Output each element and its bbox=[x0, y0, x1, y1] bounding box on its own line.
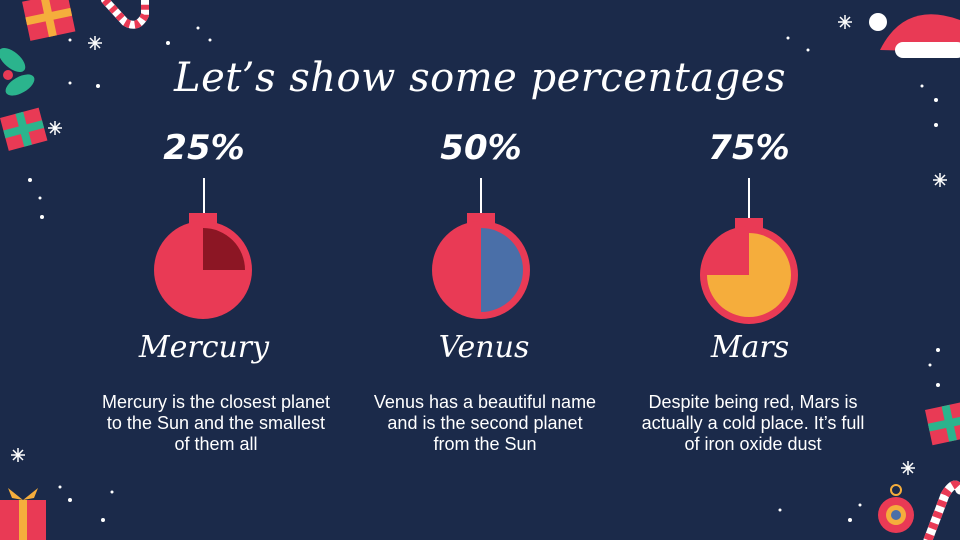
pie-slice-mercury bbox=[203, 228, 245, 270]
santa-hat-icon bbox=[869, 13, 960, 58]
description-mars: Despite being red, Mars is actually a co… bbox=[641, 392, 865, 454]
ornament-icon bbox=[878, 484, 914, 533]
planet-name-venus: Venus bbox=[438, 330, 530, 365]
percent-label-mars: 75% bbox=[708, 128, 790, 168]
percent-label-venus: 50% bbox=[440, 128, 522, 168]
star-icon bbox=[28, 26, 940, 522]
slide-title: Let’s show some percentages bbox=[174, 55, 786, 101]
snowflake-icon bbox=[11, 15, 947, 475]
candy-cane-icon bbox=[923, 480, 960, 540]
gift-icon bbox=[0, 107, 48, 151]
ornament-string-venus bbox=[480, 178, 482, 218]
gift-icon bbox=[0, 488, 46, 540]
gift-icon bbox=[22, 0, 76, 41]
holly-icon bbox=[0, 48, 35, 96]
pie-slice-mars bbox=[707, 233, 791, 317]
percent-label-mercury: 25% bbox=[163, 128, 245, 168]
description-mercury: Mercury is the closest planet to the Sun… bbox=[101, 392, 331, 454]
description-venus: Venus has a beautiful name and is the se… bbox=[373, 392, 597, 454]
ornament-string-mars bbox=[748, 178, 750, 218]
candy-cane-icon bbox=[101, 0, 149, 29]
planet-name-mars: Mars bbox=[710, 330, 790, 365]
gift-icon bbox=[925, 401, 960, 446]
ornament-string-mercury bbox=[203, 178, 205, 218]
planet-name-mercury: Mercury bbox=[138, 330, 270, 365]
pie-slice-venus bbox=[481, 228, 523, 312]
